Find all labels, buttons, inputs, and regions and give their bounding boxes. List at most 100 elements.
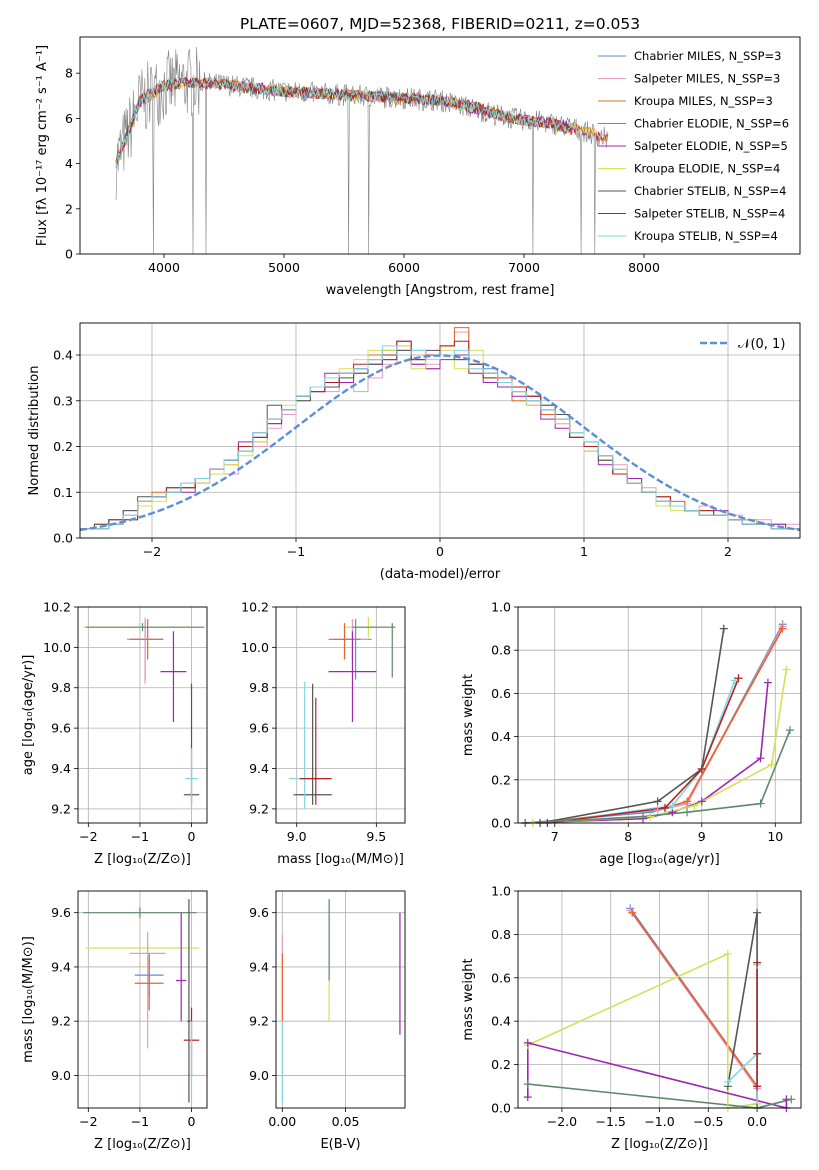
legend-label: Kroupa ELODIE, N_SSP=4 (634, 162, 780, 176)
plus-marker (653, 797, 662, 806)
x-tick-label: 0 (188, 829, 196, 844)
plus-marker (778, 624, 787, 633)
y-axis-label: mass weight (461, 958, 476, 1040)
model-spectrum-line (115, 77, 573, 162)
y-tick-label: 9.2 (51, 1014, 71, 1029)
mass-weight-line (525, 623, 784, 823)
y-tick-label: 10.2 (241, 600, 269, 615)
x-tick-label: −2 (143, 544, 161, 559)
plus-marker (628, 908, 637, 917)
figure-title: PLATE=0607, MJD=52368, FIBERID=0211, z=0… (240, 15, 640, 33)
y-tick-label: 0.1 (53, 485, 73, 500)
y-tick-label: 9.6 (51, 721, 71, 736)
legend-label: Salpeter STELIB, N_SSP=4 (634, 207, 785, 221)
y-axis-label: age [log₁₀(age/yr)] (21, 655, 36, 776)
mass-weight-line (547, 680, 736, 823)
x-tick-label: 10 (767, 829, 783, 844)
y-tick-label: 9.8 (249, 680, 269, 695)
y-tick-label: 0.0 (53, 531, 73, 546)
axes-frame (79, 322, 801, 539)
y-tick-label: 0.2 (491, 1057, 511, 1072)
x-tick-label: −1 (287, 544, 305, 559)
y-tick-label: 0.6 (491, 686, 511, 701)
x-tick-label: 8000 (628, 260, 660, 275)
x-axis-label: Z [log₁₀(Z/Z⊙)] (94, 852, 191, 867)
y-tick-label: 0.8 (491, 643, 511, 658)
model-spectrum-line (115, 77, 573, 168)
x-tick-label: −1 (131, 829, 149, 844)
y-tick-label: 9.4 (249, 959, 269, 974)
plus-marker (787, 1095, 796, 1104)
mass-weight-vs-z-panel: −2.0 −1.5 −1.0 −0.5 0.0 0.0 0.2 0.4 0.6 0.8 1.0 Z [… (461, 884, 802, 1152)
x-tick-label: 0 (188, 1114, 196, 1129)
mass-weight-line (540, 628, 784, 823)
plus-marker (753, 958, 762, 967)
x-tick-label: 0.00 (268, 1114, 296, 1129)
plus-marker (756, 799, 765, 808)
x-tick-label: −2 (79, 1114, 97, 1129)
y-tick-label: 6 (65, 111, 73, 126)
x-tick-label: 5000 (268, 260, 300, 275)
plus-marker (638, 812, 647, 821)
x-axis-label: Z [log₁₀(Z/Z⊙)] (611, 1137, 708, 1152)
x-axis-label: wavelength [Angstrom, rest frame] (326, 283, 555, 298)
plus-marker (523, 1080, 532, 1089)
legend-label: Chabrier STELIB, N_SSP=4 (634, 184, 786, 198)
plot-area (83, 899, 200, 1103)
y-tick-label: 9.2 (249, 801, 269, 816)
y-axis-label: mass [log₁₀(M/M⊙)] (21, 936, 36, 1063)
y-tick-label: 9.6 (249, 905, 269, 920)
plot-area (525, 623, 791, 823)
y-tick-label: 0.3 (53, 393, 73, 408)
x-tick-label: −2 (79, 829, 97, 844)
y-tick-label: 9.4 (249, 761, 269, 776)
y-tick-label: 0.2 (491, 772, 511, 787)
y-tick-label: 0.4 (53, 348, 73, 363)
axes-frame (517, 606, 802, 824)
observed-spectrum-line (115, 46, 608, 254)
mass-weight-line (527, 1083, 792, 1108)
mass-weight-line (629, 910, 758, 1108)
plus-marker (753, 908, 762, 917)
y-tick-label: 10.2 (43, 600, 71, 615)
residuals-panel: −2 −1 0 1 2 0.0 0.1 0.2 0.3 0.4 (data-model)/error… (27, 322, 801, 582)
plus-marker (763, 678, 772, 687)
y-tick-label: 0.4 (491, 1014, 511, 1029)
normal-reference-curve (80, 354, 800, 532)
x-tick-label: −1.0 (644, 1114, 674, 1129)
plus-marker (690, 801, 699, 810)
plus-marker (668, 801, 677, 810)
x-tick-label: −1 (131, 1114, 149, 1129)
y-tick-label: 9.2 (51, 801, 71, 816)
plus-marker (697, 765, 706, 773)
x-tick-label: 7 (551, 829, 559, 844)
plot-area (281, 899, 401, 1103)
plus-marker (785, 726, 794, 735)
plus-marker (723, 949, 732, 958)
x-tick-label: 0.0 (747, 1114, 767, 1129)
y-tick-label: 0.0 (491, 816, 511, 831)
legend-label: Chabrier MILES, N_SSP=3 (634, 49, 781, 63)
y-tick-label: 0.0 (491, 1101, 511, 1116)
x-tick-label: 0 (436, 544, 444, 559)
plus-marker (753, 1049, 762, 1058)
plot-area (83, 617, 205, 809)
axes-frame (275, 606, 406, 824)
y-tick-label: 0.6 (491, 970, 511, 985)
y-tick-label: 0 (65, 247, 73, 262)
plus-marker (719, 624, 728, 633)
legend-label: Kroupa STELIB, N_SSP=4 (634, 229, 778, 243)
plus-marker (646, 812, 655, 821)
y-tick-label: 1.0 (491, 600, 511, 615)
legend-label: Salpeter MILES, N_SSP=3 (634, 72, 780, 86)
mass-weight-line (525, 682, 769, 823)
mass-weight-line (527, 1041, 788, 1108)
plus-marker (683, 797, 692, 806)
y-tick-label: 9.6 (249, 721, 269, 736)
plus-marker (756, 754, 765, 763)
mass-weight-vs-age-panel: 7 8 9 10 0.0 0.2 0.4 0.6 0.8 1.0 age [log₁₀(age/yr… (461, 600, 802, 867)
plus-marker (730, 676, 739, 685)
y-tick-label: 0.4 (491, 729, 511, 744)
spectrum-panel: 4000 5000 6000 7000 8000 0 2 4 6 8 wavelength [Ang… (35, 36, 801, 298)
